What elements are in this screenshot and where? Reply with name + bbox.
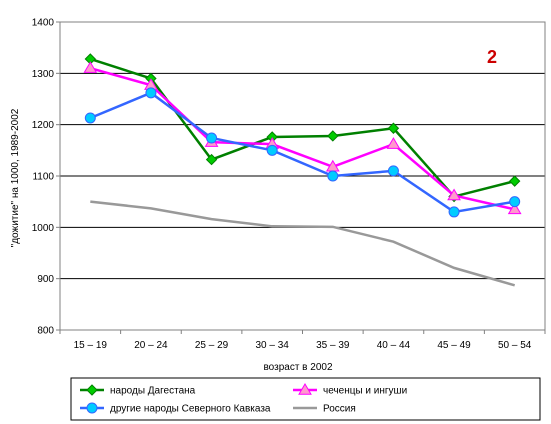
series-4 (90, 200, 516, 287)
series-2 (83, 61, 522, 215)
x-tick-label: 20 – 24 (134, 340, 168, 351)
x-axis-label: возраст в 2002 (263, 362, 332, 373)
series-line (89, 91, 515, 214)
data-point (83, 61, 98, 73)
data-point (509, 196, 521, 208)
x-tick-label: 40 – 44 (377, 340, 411, 351)
legend-label: чеченцы и ингуши (323, 386, 407, 397)
legend-label: другие народы Северного Кавказа (110, 404, 271, 415)
legend-entry: народы Дагестана (80, 384, 196, 397)
data-point (327, 170, 339, 182)
data-point (145, 87, 157, 99)
legend-marker (86, 384, 98, 396)
data-point (266, 144, 278, 156)
series-3 (84, 87, 521, 218)
data-point (508, 175, 521, 187)
legend-label: народы Дагестана (110, 386, 196, 397)
y-tick-label: 800 (37, 326, 54, 337)
legend-entry: чеченцы и ингуши (293, 383, 407, 397)
y-axis-label: "дожитие" на 1000, 1989-2002 (10, 108, 21, 247)
data-point (84, 112, 96, 124)
series-layer (83, 53, 522, 287)
data-point (448, 206, 460, 218)
y-axis-ticks: 800 900 1000 1100 1200 1300 1400 (32, 18, 60, 337)
x-tick-label: 45 – 49 (437, 340, 471, 351)
data-point (206, 132, 218, 144)
x-tick-label: 15 – 19 (74, 340, 108, 351)
data-point (507, 202, 522, 215)
series-line (89, 57, 515, 198)
x-axis-ticks: 15 – 19 20 – 24 25 – 29 30 – 34 35 – 39 40 – … (59, 330, 546, 351)
x-tick-label: 50 – 54 (498, 340, 532, 351)
x-tick-label: 30 – 34 (256, 340, 290, 351)
data-point (387, 122, 400, 134)
y-tick-label: 1200 (32, 120, 55, 131)
legend: народы Дагестана чеченцы и ингуши другие н… (70, 377, 541, 421)
y-tick-label: 1400 (32, 18, 55, 29)
x-tick-label: 35 – 39 (316, 340, 350, 351)
y-tick-label: 1100 (32, 172, 54, 183)
series-1 (84, 53, 521, 203)
x-tick-label: 25 – 29 (195, 340, 229, 351)
gridlines (60, 72, 545, 280)
data-point (447, 188, 461, 201)
data-point (327, 130, 339, 142)
data-point (387, 165, 399, 177)
legend-entry: другие народы Северного Кавказа (80, 402, 271, 415)
data-point (386, 137, 401, 149)
y-tick-label: 900 (37, 274, 54, 285)
y-tick-label: 1000 (32, 223, 55, 234)
legend-label: Россия (323, 404, 356, 415)
legend-marker (298, 383, 312, 395)
series-line (89, 66, 515, 211)
legend-entry: Россия (293, 404, 356, 415)
y-tick-label: 1300 (32, 69, 55, 80)
series-line (90, 200, 516, 287)
chart-badge: 2 (487, 47, 497, 67)
legend-marker (86, 402, 98, 414)
data-point (205, 153, 218, 166)
